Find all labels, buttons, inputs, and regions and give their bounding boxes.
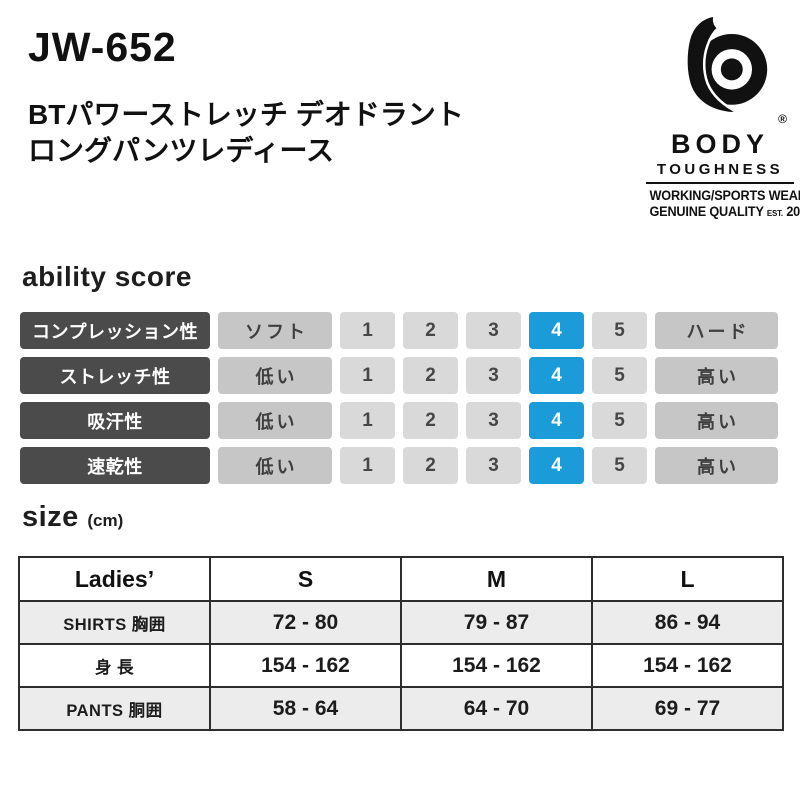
ability-scale-cell: 1 xyxy=(340,402,395,439)
size-col-header-ladies: Ladies’ xyxy=(18,556,211,602)
brand-name-body: BODY xyxy=(670,129,769,159)
ability-low-label: 低い xyxy=(218,447,332,484)
product-model: JW-652 xyxy=(28,24,177,70)
size-col-header-m: M xyxy=(400,556,593,602)
size-row-label: 身 長 xyxy=(18,643,211,688)
product-subtitle-line-1: BTパワーストレッチ デオドラント xyxy=(28,99,464,130)
size-row-shirts: SHIRTS 胸囲 72 - 80 79 - 87 86 - 94 xyxy=(18,600,784,645)
ability-scale-cell: 2 xyxy=(403,357,458,394)
size-cell: 154 - 162 xyxy=(209,643,402,688)
ability-scale-cell: 3 xyxy=(466,447,521,484)
ability-scale-cell: 3 xyxy=(466,357,521,394)
ability-high-label: 高い xyxy=(655,402,778,439)
ability-scale-cell: 3 xyxy=(466,402,521,439)
size-unit: (cm) xyxy=(87,511,124,530)
size-col-header-s: S xyxy=(209,556,402,602)
ability-scale-cell: 5 xyxy=(592,447,647,484)
brand-name-toughness: TOUGHNESS xyxy=(656,161,784,178)
ability-scale-cell: 5 xyxy=(592,312,647,349)
ability-scale-cell: 5 xyxy=(592,402,647,439)
ability-row-label: 速乾性 xyxy=(20,447,210,484)
registered-trademark: ® xyxy=(778,112,787,126)
size-cell: 79 - 87 xyxy=(400,600,593,645)
size-row-label: SHIRTS 胸囲 xyxy=(18,600,211,645)
size-cell: 154 - 162 xyxy=(591,643,784,688)
ability-high-label: 高い xyxy=(655,357,778,394)
ability-scale-cell-active: 4 xyxy=(529,312,584,349)
logo-tagline-2-text: GENUINE QUALITY xyxy=(649,204,764,219)
product-subtitle: BTパワーストレッチ デオドラント ロングパンツレディース xyxy=(28,97,628,170)
size-cell: 64 - 70 xyxy=(400,686,593,731)
ability-row-label: ストレッチ性 xyxy=(20,357,210,394)
logo-tagline-est: EST. xyxy=(766,208,783,218)
size-row-label: PANTS 胴囲 xyxy=(18,686,211,731)
ability-scale-cell: 1 xyxy=(340,357,395,394)
logo-tagline-1: WORKING/SPORTS WEAR xyxy=(649,188,800,203)
ability-scale-cell: 2 xyxy=(403,447,458,484)
logo-tagline-year: 2008 xyxy=(786,204,800,219)
size-cell: 86 - 94 xyxy=(591,600,784,645)
size-header-row: Ladies’ S M L xyxy=(18,556,784,602)
ability-row-label: コンプレッション性 xyxy=(20,312,210,349)
product-subtitle-line-2: ロングパンツレディース xyxy=(28,135,335,167)
size-col-header-l: L xyxy=(591,556,784,602)
ability-high-label: 高い xyxy=(655,447,778,484)
size-row-pants: PANTS 胴囲 58 - 64 64 - 70 69 - 77 xyxy=(18,686,784,731)
ability-scale-cell-active: 4 xyxy=(529,402,584,439)
ability-scale-cell: 3 xyxy=(466,312,521,349)
brand-mark-wrap: ® xyxy=(661,12,787,126)
size-heading: size (cm) xyxy=(22,501,123,534)
body-toughness-b-mark-icon xyxy=(685,13,768,115)
size-heading-text: size xyxy=(22,501,79,533)
ability-scale-cell-active: 4 xyxy=(529,447,584,484)
logo-divider xyxy=(646,182,794,184)
ability-scale-cell: 2 xyxy=(403,402,458,439)
size-cell: 58 - 64 xyxy=(209,686,402,731)
ability-low-label: ソフト xyxy=(218,312,332,349)
ability-scale-cell-active: 4 xyxy=(529,357,584,394)
body-toughness-logo: ® BODY TOUGHNESS WORKING/SPORTS WEAR GEN… xyxy=(645,12,800,219)
ability-row-label: 吸汗性 xyxy=(20,402,210,439)
size-row-height: 身 長 154 - 162 154 - 162 154 - 162 xyxy=(18,643,784,688)
ability-low-label: 低い xyxy=(218,357,332,394)
ability-scale-cell: 5 xyxy=(592,357,647,394)
logo-tagline-2: GENUINE QUALITY EST. 2008 xyxy=(649,204,800,219)
ability-scale-cell: 1 xyxy=(340,447,395,484)
ability-score-table: コンプレッション性 ソフト 1 2 3 4 5 ハード ストレッチ性 低い 1 … xyxy=(20,312,783,484)
size-cell: 154 - 162 xyxy=(400,643,593,688)
size-cell: 72 - 80 xyxy=(209,600,402,645)
ability-low-label: 低い xyxy=(218,402,332,439)
ability-score-heading: ability score xyxy=(22,261,192,292)
size-table: Ladies’ S M L SHIRTS 胸囲 72 - 80 79 - 87 … xyxy=(18,556,784,731)
ability-high-label: ハード xyxy=(655,312,778,349)
ability-scale-cell: 1 xyxy=(340,312,395,349)
header-titles: JW-652 BTパワーストレッチ デオドラント ロングパンツレディース xyxy=(28,24,628,170)
ability-scale-cell: 2 xyxy=(403,312,458,349)
size-cell: 69 - 77 xyxy=(591,686,784,731)
